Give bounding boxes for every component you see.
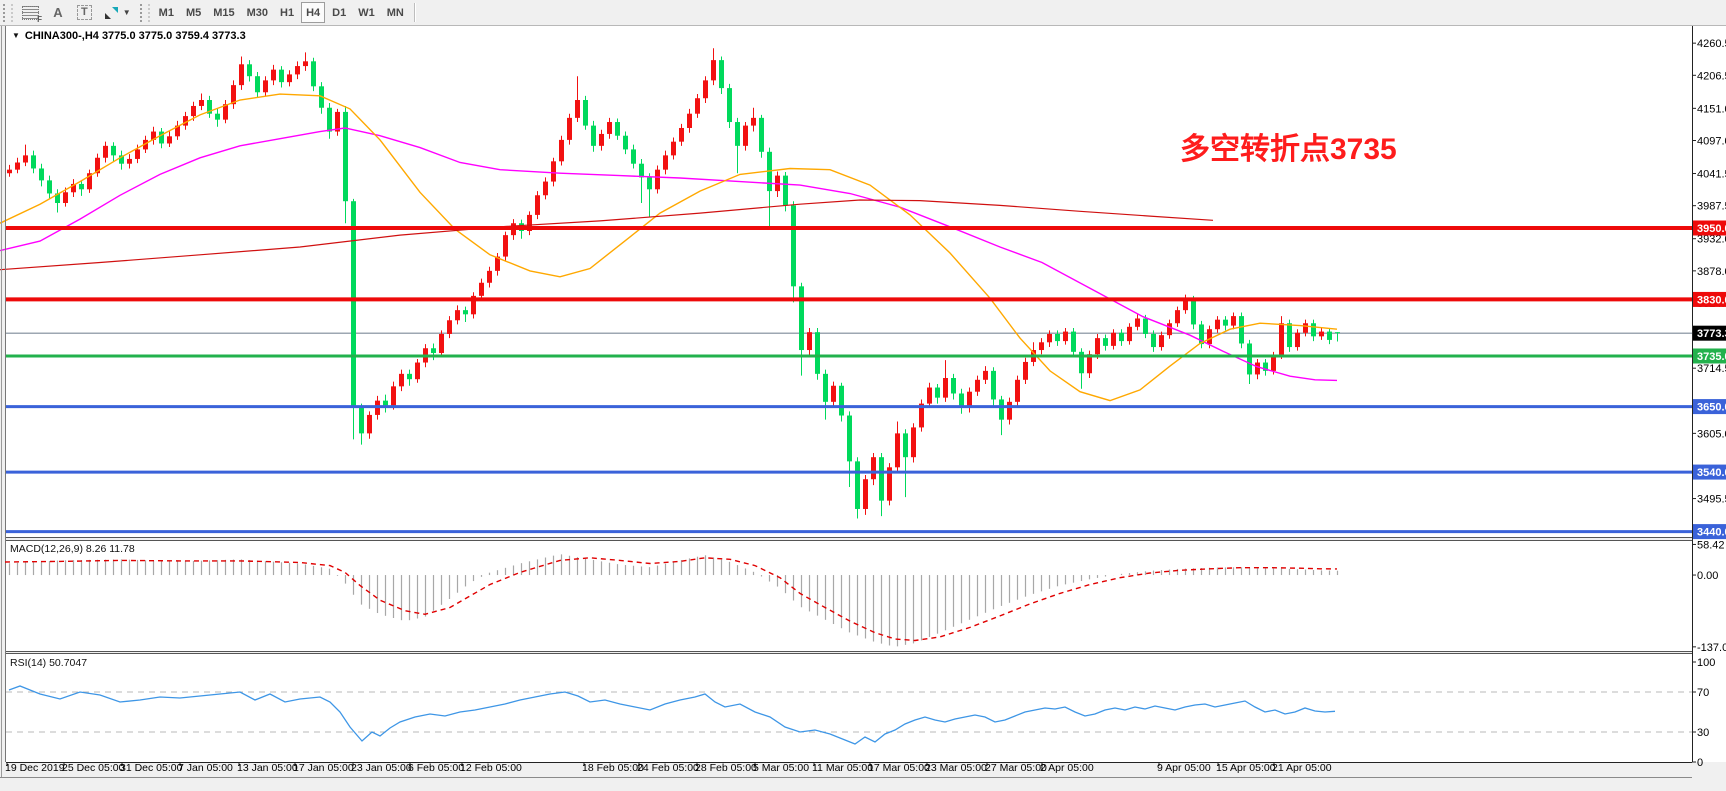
macd-indicator-label: MACD(12,26,9) 8.26 11.78 [10,543,135,555]
price-badge-3440.0 [1693,524,1726,540]
svg-text:18 Feb 05:00: 18 Feb 05:00 [582,762,644,774]
price-badge-3540.0 [1693,464,1726,480]
svg-text:31 Dec 05:00: 31 Dec 05:00 [120,762,183,774]
svg-text:3735.0: 3735.0 [1697,351,1726,363]
price-badge-3950.0 [1693,220,1726,236]
rsi-line [8,685,1336,745]
svg-text:24 Feb 05:00: 24 Feb 05:00 [637,762,699,774]
text-box-button[interactable]: T [72,2,97,23]
svg-text:3440.0: 3440.0 [1697,527,1726,539]
svg-text:21 Apr 05:00: 21 Apr 05:00 [1272,762,1332,774]
toolbar-grip-2[interactable] [139,3,150,22]
timeframe-button-M1[interactable]: M1 [158,6,174,19]
svg-text:-137.09: -137.09 [1697,642,1726,654]
svg-text:3714.5: 3714.5 [1697,363,1726,375]
svg-text:17 Jan 05:00: 17 Jan 05:00 [293,762,354,774]
svg-text:3932.0: 3932.0 [1697,234,1726,246]
svg-text:12 Feb 05:00: 12 Feb 05:00 [460,762,522,774]
svg-text:15 Apr 05:00: 15 Apr 05:00 [1216,762,1276,774]
toolbar: F A T ▼ M1 M5 M15 M30 H1 H4 D1 W1 MN [0,0,1726,26]
toolbar-separator [413,3,415,22]
svg-text:6 Feb 05:00: 6 Feb 05:00 [408,762,464,774]
letter-a-icon: A [53,5,63,20]
price-badge-3773.3 [1693,325,1726,341]
macd-panel: 58.42 0.00 -137.09 [4,539,1726,654]
timeframe-button-MN[interactable]: MN [386,6,404,19]
svg-text:3540.0: 3540.0 [1697,467,1726,479]
svg-text:27 Mar 05:00: 27 Mar 05:00 [985,762,1047,774]
svg-text:23 Jan 05:00: 23 Jan 05:00 [351,762,412,774]
svg-text:17 Mar 05:00: 17 Mar 05:00 [868,762,930,774]
svg-text:5 Mar 05:00: 5 Mar 05:00 [753,762,809,774]
timeframe-button-H1[interactable]: H1 [280,6,295,19]
svg-text:3605.0: 3605.0 [1697,428,1726,440]
svg-text:19 Dec 2019: 19 Dec 2019 [5,762,65,774]
svg-text:100: 100 [1697,657,1715,669]
chart-frame [0,25,1726,778]
objects-arrows-icon [104,6,118,19]
svg-text:0.00: 0.00 [1697,570,1718,582]
svg-text:3773.3: 3773.3 [1697,328,1726,340]
timeframe-button-M15[interactable]: M15 [213,6,235,19]
svg-text:28 Feb 05:00: 28 Feb 05:00 [695,762,757,774]
svg-text:3878.0: 3878.0 [1697,266,1726,278]
chart-title: ▼ CHINA300-,H4 3775.0 3775.0 3759.4 3773.… [12,30,246,42]
letter-t-icon: T [77,5,92,20]
price-badge-3830.0 [1693,291,1726,307]
timeframe-button-W1[interactable]: W1 [358,6,375,19]
svg-text:3987.5: 3987.5 [1697,201,1726,213]
svg-text:70: 70 [1697,687,1709,699]
svg-text:0: 0 [1697,757,1703,769]
ma-red-line [0,199,1214,271]
ma-magenta-line [0,127,1338,382]
chart-menu-triangle-icon[interactable]: ▼ [12,31,20,40]
svg-text:2 Apr 05:00: 2 Apr 05:00 [1040,762,1094,774]
timeframe-button-M5[interactable]: M5 [185,6,202,19]
svg-text:7 Jan 05:00: 7 Jan 05:00 [178,762,233,774]
svg-text:23 Mar 05:00: 23 Mar 05:00 [925,762,987,774]
rsi-indicator-label: RSI(14) 50.7047 [10,657,88,669]
svg-text:30: 30 [1697,727,1709,739]
text-label-button[interactable]: A [46,2,70,23]
svg-text:58.42: 58.42 [1697,539,1725,551]
chart-text-annotation[interactable]: 多空转折点3735 [1180,133,1397,166]
svg-text:3650.0: 3650.0 [1697,402,1726,414]
price-axis[interactable]: 4260.5 4206.5 4151.0 4097.0 4041.5 3987.5 3932… [1692,38,1726,540]
svg-text:9 Apr 05:00: 9 Apr 05:00 [1157,762,1211,774]
timeframe-button-M30[interactable]: M30 [246,6,269,19]
svg-text:4206.5: 4206.5 [1697,70,1726,82]
svg-text:4151.0: 4151.0 [1697,103,1726,115]
chart-title-text: CHINA300-,H4 3775.0 3775.0 3759.4 3773.3 [24,30,246,42]
svg-text:3495.5: 3495.5 [1697,494,1726,506]
toolbar-grip[interactable] [3,3,13,22]
svg-text:4097.0: 4097.0 [1697,135,1726,147]
timeframe-button-H4[interactable]: H4 [301,2,326,23]
timeframe-button-D1[interactable]: D1 [332,6,347,19]
svg-text:11 Mar 05:00: 11 Mar 05:00 [812,762,873,774]
svg-text:4260.5: 4260.5 [1697,38,1726,50]
grid-f-icon: F [22,5,42,24]
svg-text:4041.5: 4041.5 [1697,169,1726,181]
svg-text:3830.0: 3830.0 [1697,294,1726,306]
svg-text:3950.0: 3950.0 [1697,223,1726,235]
price-badge-3735.0 [1693,348,1726,364]
macd-signal-line [4,557,1338,642]
indicator-grid-icon[interactable]: F [17,2,44,24]
svg-text:13 Jan 05:00: 13 Jan 05:00 [237,762,298,774]
chevron-down-icon: ▼ [122,8,131,17]
price-badge-3650.0 [1693,399,1726,415]
ma-orange-line [0,93,1338,402]
rsi-panel: 100 70 30 0 [6,657,1715,769]
horizontal-lines [6,225,1692,534]
objects-menu-button[interactable]: ▼ [99,2,136,23]
svg-text:25 Dec 05:00: 25 Dec 05:00 [62,762,125,774]
